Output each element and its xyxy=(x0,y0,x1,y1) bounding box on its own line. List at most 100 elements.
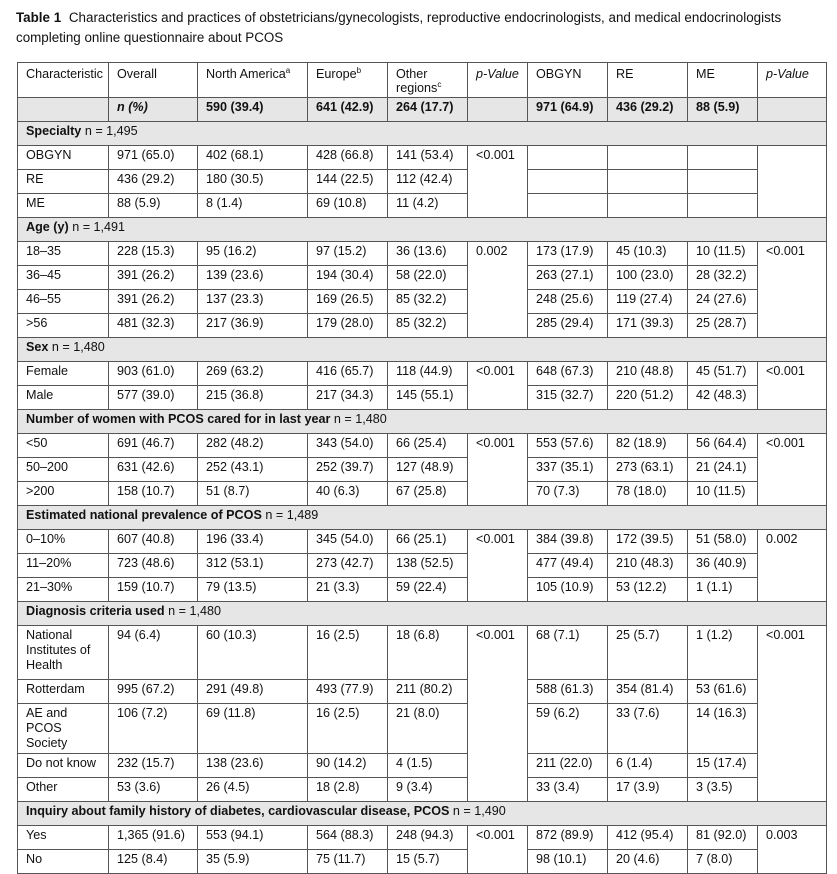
row-label: Rotterdam xyxy=(17,679,109,704)
cell-pvalue-region: <0.001 xyxy=(467,625,528,802)
cell-other-regions: 118 (44.9) xyxy=(387,361,468,386)
cell-obgyn xyxy=(527,145,608,170)
cell-other-regions: 138 (52.5) xyxy=(387,553,468,578)
cell-north-america: 269 (63.2) xyxy=(197,361,308,386)
cell-obgyn: 477 (49.4) xyxy=(527,553,608,578)
row-label: <50 xyxy=(17,433,109,458)
cell-re: 220 (51.2) xyxy=(607,385,688,410)
row-label: Yes xyxy=(17,825,109,850)
cell-overall: 691 (46.7) xyxy=(108,433,198,458)
cell-overall: 1,365 (91.6) xyxy=(108,825,198,850)
cell-europe: 179 (28.0) xyxy=(307,313,388,338)
cell-pvalue-region: <0.001 xyxy=(467,433,528,506)
header-me: ME xyxy=(687,62,758,98)
row-label: Other xyxy=(17,777,109,802)
cell-north-america: 215 (36.8) xyxy=(197,385,308,410)
header-characteristic: Characteristic xyxy=(17,62,109,98)
cell-me: 45 (51.7) xyxy=(687,361,758,386)
cell-re: 354 (81.4) xyxy=(607,679,688,704)
section-n: n = 1,490 xyxy=(452,804,506,818)
cell-europe: 16 (2.5) xyxy=(307,703,388,754)
cell-overall: 125 (8.4) xyxy=(108,849,198,874)
cell-pvalue-region: <0.001 xyxy=(467,361,528,410)
section-title-prevalence: Estimated national prevalence of PCOS n … xyxy=(17,505,827,530)
cell-europe: 169 (26.5) xyxy=(307,289,388,314)
n-row-europe: 641 (42.9) xyxy=(307,97,388,122)
row-label: >200 xyxy=(17,481,109,506)
row-label: 0–10% xyxy=(17,529,109,554)
section-row-specialty: Specialty n = 1,495 xyxy=(17,121,827,146)
cell-overall: 577 (39.0) xyxy=(108,385,198,410)
footnote-b: b xyxy=(356,65,362,75)
cell-other-regions: 18 (6.8) xyxy=(387,625,468,680)
cell-europe: 345 (54.0) xyxy=(307,529,388,554)
cell-other-regions: 112 (42.4) xyxy=(387,169,468,194)
cell-obgyn: 588 (61.3) xyxy=(527,679,608,704)
row-label: 18–35 xyxy=(17,241,109,266)
cell-other-regions: 4 (1.5) xyxy=(387,753,468,778)
header-north-america: North Americaa xyxy=(197,62,308,98)
cell-north-america: 553 (94.1) xyxy=(197,825,308,850)
header-pvalue-region: p-Value xyxy=(467,62,528,98)
cell-pvalue-specialty: 0.003 xyxy=(757,825,827,874)
cell-pvalue-region: 0.002 xyxy=(467,241,528,338)
cell-re: 210 (48.3) xyxy=(607,553,688,578)
cell-other-regions: 85 (32.2) xyxy=(387,313,468,338)
row-label: No xyxy=(17,849,109,874)
cell-re: 78 (18.0) xyxy=(607,481,688,506)
cell-other-regions: 58 (22.0) xyxy=(387,265,468,290)
cell-europe: 90 (14.2) xyxy=(307,753,388,778)
header-obgyn: OBGYN xyxy=(527,62,608,98)
row-label: Do not know xyxy=(17,753,109,778)
table-row: AE and PCOS Society 106 (7.2) 69 (11.8) 16 … xyxy=(17,703,827,754)
cell-me: 1 (1.2) xyxy=(687,625,758,680)
row-label: Male xyxy=(17,385,109,410)
cell-north-america: 138 (23.6) xyxy=(197,753,308,778)
section-title-text: Inquiry about family history of diabetes… xyxy=(26,804,450,818)
cell-me: 7 (8.0) xyxy=(687,849,758,874)
n-row: n (%) 590 (39.4) 641 (42.9) 264 (17.7) 9… xyxy=(17,97,827,122)
cell-other-regions: 66 (25.1) xyxy=(387,529,468,554)
cell-obgyn: 33 (3.4) xyxy=(527,777,608,802)
table-row: Male 577 (39.0) 215 (36.8) 217 (34.3) 145 (5… xyxy=(17,385,827,410)
header-other-regions-label: Other regions xyxy=(396,67,438,95)
cell-north-america: 196 (33.4) xyxy=(197,529,308,554)
cell-other-regions: 127 (48.9) xyxy=(387,457,468,482)
cell-other-regions: 67 (25.8) xyxy=(387,481,468,506)
cell-me: 36 (40.9) xyxy=(687,553,758,578)
footnote-a: a xyxy=(285,65,291,75)
table-row: No 125 (8.4) 35 (5.9) 75 (11.7) 15 (5.7) 98 (… xyxy=(17,849,827,874)
cell-europe: 493 (77.9) xyxy=(307,679,388,704)
cell-north-america: 69 (11.8) xyxy=(197,703,308,754)
table-row: >56 481 (32.3) 217 (36.9) 179 (28.0) 85 (32.… xyxy=(17,313,827,338)
cell-pvalue-region: <0.001 xyxy=(467,529,528,602)
cell-overall: 94 (6.4) xyxy=(108,625,198,680)
cell-me xyxy=(687,145,758,170)
table-row: <50 691 (46.7) 282 (48.2) 343 (54.0) 66 (25.… xyxy=(17,433,827,506)
table-row: Yes 1,365 (91.6) 553 (94.1) 564 (88.3) 248 (… xyxy=(17,825,827,874)
n-row-blank xyxy=(17,97,109,122)
cell-me: 28 (32.2) xyxy=(687,265,758,290)
row-label: AE and PCOS Society xyxy=(17,703,109,754)
cell-me: 42 (48.3) xyxy=(687,385,758,410)
table-caption: Table 1 Characteristics and practices of… xyxy=(16,8,828,48)
section-title-text: Age (y) xyxy=(26,220,69,234)
section-row-women: Number of women with PCOS cared for in l… xyxy=(17,409,827,434)
cell-north-america: 180 (30.5) xyxy=(197,169,308,194)
footnote-c: c xyxy=(437,79,442,89)
cell-me: 56 (64.4) xyxy=(687,433,758,458)
cell-north-america: 60 (10.3) xyxy=(197,625,308,680)
table-row: Rotterdam 995 (67.2) 291 (49.8) 493 (77.9) 2… xyxy=(17,679,827,704)
cell-overall: 88 (5.9) xyxy=(108,193,198,218)
cell-me: 14 (16.3) xyxy=(687,703,758,754)
section-n: n = 1,489 xyxy=(265,508,319,522)
row-label: ME xyxy=(17,193,109,218)
n-row-overall: n (%) xyxy=(108,97,198,122)
cell-overall: 53 (3.6) xyxy=(108,777,198,802)
cell-overall: 391 (26.2) xyxy=(108,265,198,290)
section-title-age: Age (y) n = 1,491 xyxy=(17,217,827,242)
cell-north-america: 35 (5.9) xyxy=(197,849,308,874)
section-row-criteria: Diagnosis criteria used n = 1,480 xyxy=(17,601,827,626)
section-title-specialty: Specialty n = 1,495 xyxy=(17,121,827,146)
cell-overall: 631 (42.6) xyxy=(108,457,198,482)
